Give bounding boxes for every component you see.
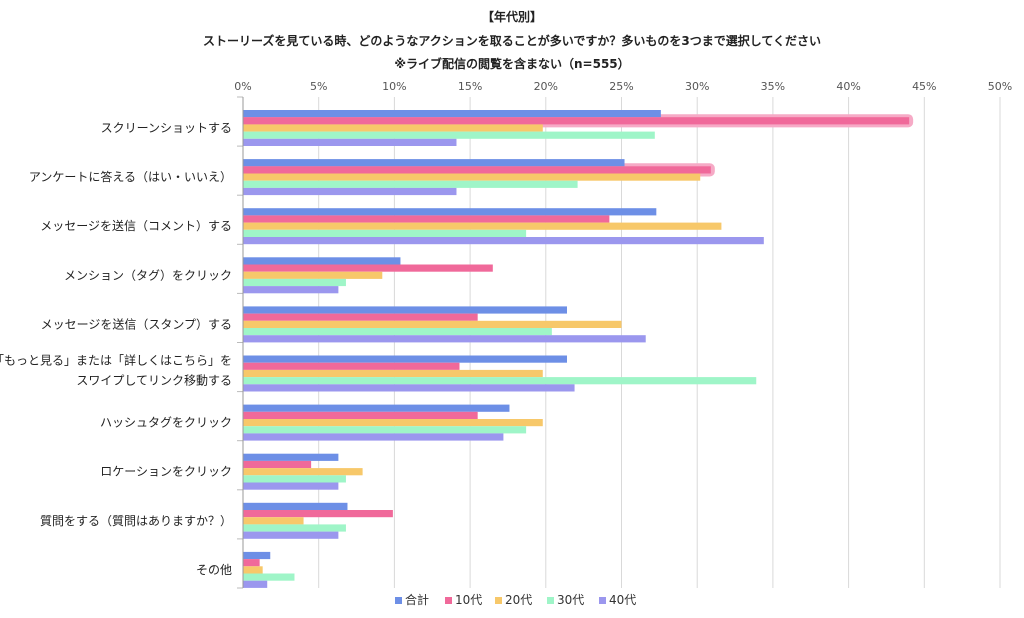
chart-note: ※ライブ配信の閲覧を含まない（n=555） — [394, 57, 630, 71]
bar — [243, 355, 567, 363]
bar — [243, 215, 610, 223]
category-label: メッセージを送信（スタンプ）する — [41, 316, 232, 331]
x-tick-label: 45% — [912, 80, 936, 93]
category-label: メンション（タグ）をクリック — [64, 268, 232, 282]
legend-label: 10代 — [455, 593, 482, 607]
bar — [243, 524, 346, 532]
legend-swatch — [599, 597, 606, 604]
bar — [243, 229, 527, 237]
bar — [243, 117, 910, 125]
bar — [243, 328, 552, 336]
bar — [243, 453, 339, 461]
legend-swatch — [395, 597, 402, 604]
bar — [243, 517, 304, 525]
chart-title: 【年代別】 — [481, 10, 542, 24]
x-tick-label: 50% — [988, 80, 1012, 93]
bar — [243, 166, 711, 174]
bar — [243, 306, 567, 314]
bar — [243, 460, 312, 469]
bar — [243, 124, 543, 132]
legend-label: 20代 — [505, 593, 532, 607]
legend-swatch — [495, 597, 502, 604]
category-label: その他 — [196, 563, 232, 577]
bar — [243, 131, 655, 139]
bar — [243, 482, 339, 490]
bar — [243, 559, 260, 567]
bar — [243, 510, 393, 518]
category-label: メッセージを送信（コメント）する — [40, 218, 232, 233]
bar — [243, 278, 346, 287]
x-tick-label: 10% — [382, 80, 406, 93]
bar — [243, 257, 401, 265]
bar — [243, 320, 622, 328]
bar — [243, 377, 757, 385]
x-tick-label: 5% — [310, 80, 327, 93]
x-tick-label: 25% — [609, 80, 633, 93]
bar — [243, 580, 268, 588]
x-tick-label: 0% — [234, 80, 251, 93]
bar — [243, 566, 263, 574]
x-tick-label: 40% — [836, 80, 860, 93]
x-tick-label: 15% — [458, 80, 482, 93]
legend-label: 30代 — [557, 593, 584, 607]
legend-label: 40代 — [609, 593, 636, 607]
bar — [243, 362, 460, 370]
bar — [243, 138, 457, 146]
bar — [243, 208, 657, 216]
bar — [243, 264, 493, 272]
category-label: ロケーションをクリック — [100, 465, 232, 479]
bar — [243, 573, 295, 581]
bar — [243, 222, 722, 230]
bar — [243, 159, 625, 167]
bar — [243, 180, 578, 188]
category-label: 質問をする（質問はありますか？） — [40, 513, 232, 528]
bar — [243, 411, 478, 419]
bar — [243, 110, 661, 118]
legend-label: 合計 — [405, 592, 429, 607]
bar — [243, 384, 575, 392]
bar — [243, 173, 701, 181]
bar — [243, 335, 646, 343]
bar — [243, 313, 478, 321]
legend-swatch — [547, 597, 554, 604]
bar — [243, 286, 339, 294]
bar — [243, 419, 543, 427]
x-tick-label: 20% — [534, 80, 558, 93]
bar — [243, 237, 764, 245]
bar — [243, 551, 271, 560]
legend-swatch — [445, 597, 452, 604]
bar — [243, 271, 383, 279]
bar — [243, 426, 527, 434]
category-label: アンケートに答える（はい・いいえ） — [29, 169, 232, 184]
bar — [243, 187, 457, 196]
x-tick-label: 35% — [761, 80, 785, 93]
bar — [243, 502, 348, 510]
bar — [243, 468, 363, 476]
category-label: スクリーンショットする — [101, 121, 232, 135]
bar — [243, 433, 504, 441]
bar — [243, 475, 346, 483]
bar — [243, 369, 543, 378]
bar — [243, 531, 339, 539]
bar — [243, 404, 510, 412]
category-label: 「もっと見る」または「詳しくはこちら」をスワイプしてリンク移動する — [0, 353, 232, 388]
x-tick-label: 30% — [685, 80, 709, 93]
chart-subtitle: ストーリーズを見ている時、どのようなアクションを取ることが多いですか？多いものを… — [202, 34, 822, 48]
category-label: ハッシュタグをクリック — [100, 416, 232, 430]
